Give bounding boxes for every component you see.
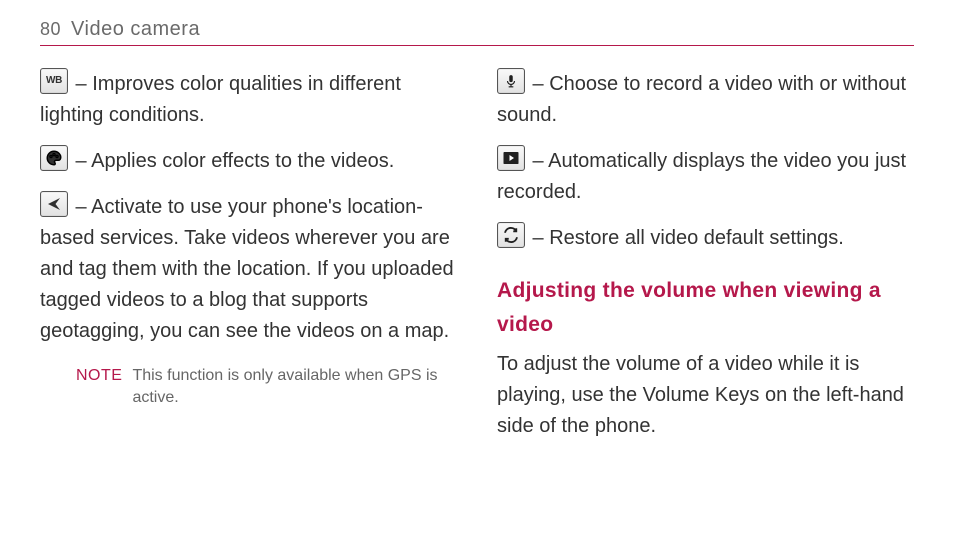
feature-item: – Automatically displays the video you j… — [497, 145, 914, 208]
feature-item: WB – Improves color qualities in differe… — [40, 68, 457, 131]
note-block: NOTE This function is only available whe… — [76, 365, 457, 410]
play-icon — [497, 145, 525, 171]
page-number: 80 — [40, 19, 61, 40]
section-heading: Adjusting the volume when viewing a vide… — [497, 274, 914, 341]
note-text: This function is only available when GPS… — [132, 365, 457, 410]
right-column: – Choose to record a video with or witho… — [497, 68, 914, 442]
palette-icon — [40, 145, 68, 171]
manual-page: 80 Video camera WB – Improves color qual… — [0, 0, 954, 442]
page-header: 80 Video camera — [40, 18, 914, 46]
wb-icon: WB — [40, 68, 68, 94]
feature-text: – Applies color effects to the videos. — [70, 150, 394, 172]
feature-text: – Automatically displays the video you j… — [497, 150, 906, 203]
feature-item: – Applies color effects to the videos. — [40, 145, 457, 177]
feature-item: – Restore all video default settings. — [497, 222, 914, 254]
feature-item: – Activate to use your phone's location-… — [40, 191, 457, 347]
restore-icon — [497, 222, 525, 248]
feature-text: – Choose to record a video with or witho… — [497, 73, 906, 126]
left-column: WB – Improves color qualities in differe… — [40, 68, 457, 442]
section-body: To adjust the volume of a video while it… — [497, 349, 914, 442]
feature-text: – Restore all video default settings. — [527, 227, 844, 249]
feature-text: – Improves color qualities in different … — [40, 73, 401, 126]
note-label: NOTE — [76, 365, 122, 410]
geotag-icon — [40, 191, 68, 217]
feature-item: – Choose to record a video with or witho… — [497, 68, 914, 131]
content-columns: WB – Improves color qualities in differe… — [40, 68, 914, 442]
feature-text: – Activate to use your phone's location-… — [40, 196, 454, 342]
page-title: Video camera — [71, 18, 200, 41]
mic-icon — [497, 68, 525, 94]
